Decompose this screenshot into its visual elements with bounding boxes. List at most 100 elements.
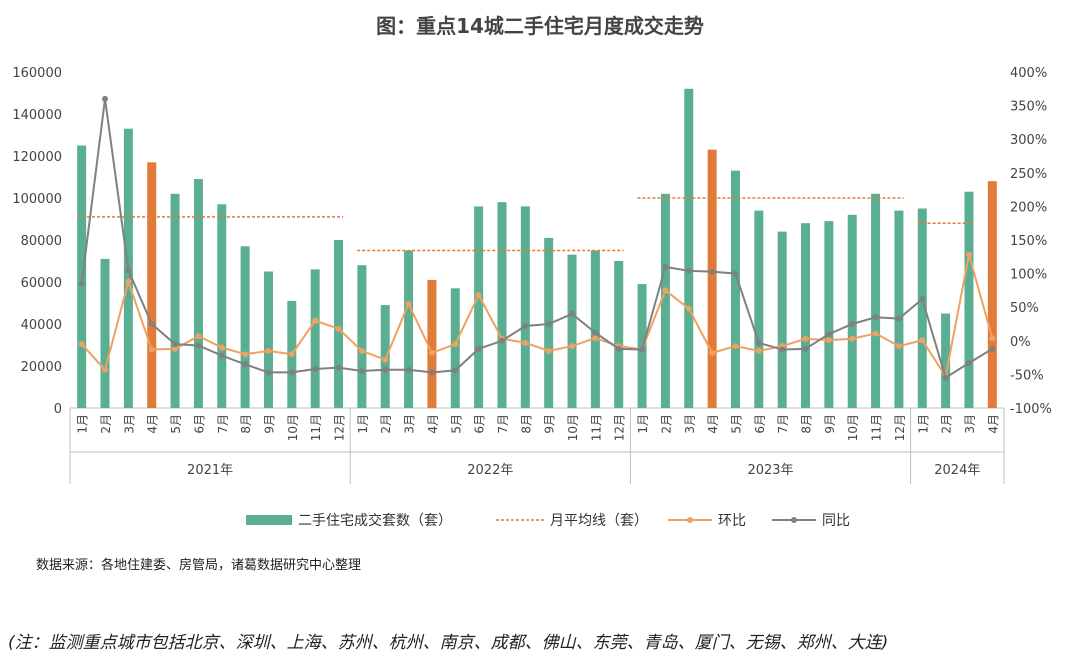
yoy-point: [242, 361, 249, 368]
legend-label: 同比: [822, 513, 850, 529]
bar: [824, 221, 834, 408]
yoy-point: [709, 268, 716, 275]
yoy-point: [288, 369, 295, 376]
yoy-point: [592, 329, 599, 336]
yoy-point: [989, 345, 996, 352]
x-tick-label: 4月: [146, 414, 160, 434]
bar: [894, 210, 904, 408]
x-tick-label: 9月: [262, 414, 276, 434]
y2-tick-label: -100%: [1010, 402, 1052, 417]
x-tick-label: 4月: [986, 414, 1000, 434]
yoy-point: [639, 346, 646, 353]
x-tick-label: 9月: [823, 414, 837, 434]
mom-point: [662, 287, 669, 294]
x-tick-label: 10月: [846, 414, 860, 441]
mom-point: [709, 349, 716, 356]
yoy-point: [102, 95, 109, 102]
mom-point: [78, 341, 85, 348]
bar: [567, 254, 577, 408]
mom-point: [428, 349, 435, 356]
mom-point: [919, 337, 926, 344]
mom-point: [172, 345, 179, 352]
mom-point: [755, 347, 762, 354]
x-tick-label: 7月: [776, 414, 790, 434]
x-tick-label: 6月: [192, 414, 206, 434]
yoy-point: [825, 331, 832, 338]
y2-tick-label: 400%: [1010, 66, 1047, 81]
x-tick-label: 12月: [893, 414, 907, 441]
x-tick-label: 4月: [706, 414, 720, 434]
yoy-point: [428, 369, 435, 376]
bar: [240, 246, 250, 408]
mom-point: [265, 347, 272, 354]
y2-tick-label: 300%: [1010, 133, 1047, 148]
x-tick-label: 3月: [963, 414, 977, 434]
bar: [497, 202, 507, 408]
mom-point: [358, 347, 365, 354]
x-tick-label: 3月: [122, 414, 136, 434]
x-tick-label: 3月: [683, 414, 697, 434]
x-tick-label: 7月: [216, 414, 230, 434]
mom-point: [218, 344, 225, 351]
bar: [917, 208, 927, 408]
bar: [217, 204, 227, 408]
yoy-point: [78, 280, 85, 287]
yoy-point: [475, 345, 482, 352]
footnote: (注：监测重点城市包括北京、深圳、上海、苏州、杭州、南京、成都、佛山、东莞、青岛…: [8, 633, 889, 653]
yoy-point: [569, 310, 576, 317]
bar: [450, 288, 460, 408]
yoy-point: [218, 352, 225, 359]
mom-point: [732, 343, 739, 350]
bar: [170, 193, 180, 408]
yoy-point: [452, 367, 459, 374]
mom-point: [825, 337, 832, 344]
year-label: 2024年: [934, 463, 980, 478]
mom-point: [195, 333, 202, 340]
x-tick-label: 11月: [589, 414, 603, 441]
x-tick-label: 11月: [870, 414, 884, 441]
bar: [520, 206, 530, 408]
mom-point: [102, 366, 109, 373]
y-tick-label: 40000: [21, 318, 62, 333]
yoy-point: [312, 366, 319, 373]
mom-point: [335, 325, 342, 332]
mom-point: [148, 346, 155, 353]
yoy-point: [125, 267, 132, 274]
mom-point: [965, 251, 972, 258]
bar: [357, 265, 367, 408]
y-tick-label: 100000: [12, 192, 62, 207]
x-tick-label: 8月: [519, 414, 533, 434]
yoy-point: [498, 337, 505, 344]
yoy-point: [405, 366, 412, 373]
x-tick-label: 6月: [753, 414, 767, 434]
yoy-point: [662, 263, 669, 270]
yoy-point: [802, 345, 809, 352]
bar: [847, 214, 857, 408]
y2-tick-label: 150%: [1010, 234, 1047, 249]
bar: [614, 261, 624, 408]
bar-highlight: [147, 162, 157, 408]
x-tick-label: 6月: [473, 414, 487, 434]
mom-point: [872, 330, 879, 337]
mom-point: [382, 356, 389, 363]
x-tick-label: 2月: [940, 414, 954, 434]
mom-point: [895, 343, 902, 350]
yoy-point: [755, 339, 762, 346]
chart: 0 20000 40000 60000 80000 100000 120000 140000 1…: [12, 66, 1052, 529]
yoy-point: [942, 374, 949, 381]
x-tick-label: 2月: [379, 414, 393, 434]
y-tick-label: 120000: [12, 150, 62, 165]
yoy-point: [732, 270, 739, 277]
x-tick-label: 3月: [403, 414, 417, 434]
x-tick-label: 12月: [333, 414, 347, 441]
x-tick-label: 2月: [659, 414, 673, 434]
mom-point: [312, 317, 319, 324]
bar: [263, 271, 273, 408]
legend-label: 二手住宅成交套数（套）: [298, 512, 452, 529]
y2-tick-label: 250%: [1010, 167, 1047, 182]
year-label: 2022年: [467, 463, 513, 478]
y2-tick-label: 350%: [1010, 100, 1047, 115]
mom-point: [685, 305, 692, 312]
yoy-point: [545, 321, 552, 327]
x-tick-label: 10月: [566, 414, 580, 441]
